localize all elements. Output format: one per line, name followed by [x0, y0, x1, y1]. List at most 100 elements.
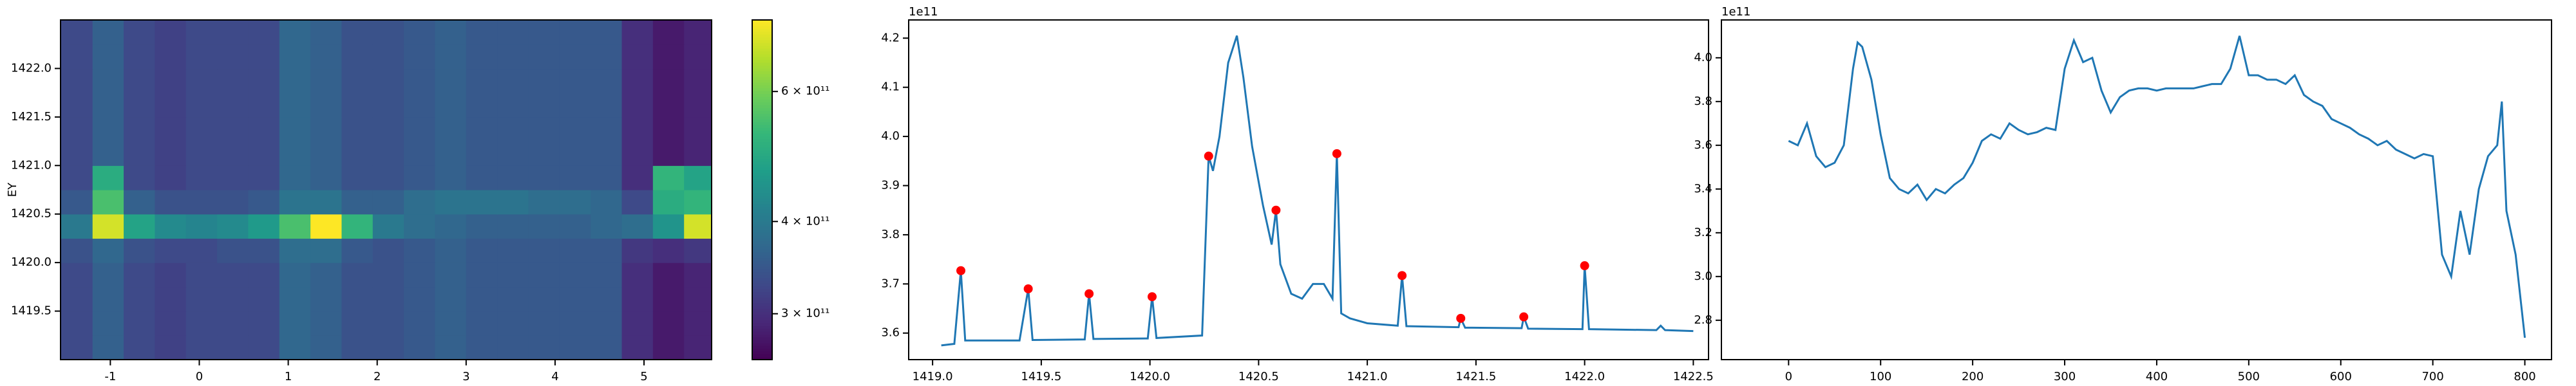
heatmap-cell	[466, 20, 498, 45]
heatmap-cell	[124, 311, 156, 336]
y-tick-label: 3.6	[881, 326, 900, 340]
heatmap-cell	[185, 335, 218, 360]
heatmap-cell	[559, 311, 591, 336]
heatmap-cell	[61, 190, 93, 215]
colorbar-step	[752, 57, 772, 60]
colorbar-step	[752, 138, 772, 142]
colorbar-tick-label: 6 × 10¹¹	[781, 84, 829, 98]
colorbar-step	[752, 71, 772, 75]
colorbar-step	[752, 187, 772, 190]
colorbar-step	[752, 176, 772, 179]
heatmap-cell	[61, 262, 93, 288]
colorbar-step	[752, 161, 772, 165]
colorbar-step	[752, 133, 772, 136]
heatmap-cell	[124, 141, 156, 166]
heatmap-cell	[466, 68, 498, 93]
heatmap-cell	[372, 116, 404, 142]
heatmap-cell	[466, 93, 498, 118]
heatmap-cell	[591, 165, 623, 190]
heatmap-cell	[621, 311, 654, 336]
heatmap-cell	[435, 311, 467, 336]
heatmap-cell	[341, 190, 374, 215]
heatmap-cell	[591, 116, 623, 142]
heatmap-cell	[341, 116, 374, 142]
colorbar-step	[752, 334, 772, 338]
heatmap-cell	[310, 238, 343, 263]
colorbar-step	[752, 77, 772, 80]
y-axis-label: EY	[6, 182, 19, 197]
heatmap-cell	[435, 335, 467, 360]
colorbar-step	[752, 198, 772, 202]
heatmap-cell	[591, 141, 623, 166]
heatmap-cell	[559, 165, 591, 190]
heatmap-cell	[61, 20, 93, 45]
heatmap-cell	[652, 262, 685, 288]
heatmap-cell	[61, 116, 93, 142]
heatmap-cell	[341, 286, 374, 312]
colorbar-step	[752, 59, 772, 63]
heatmap-cell	[466, 286, 498, 312]
heatmap-cell	[435, 165, 467, 190]
heatmap-cell	[248, 238, 280, 263]
heatmap-cell	[248, 165, 280, 190]
peak-marker	[1148, 292, 1157, 302]
colorbar-step	[752, 269, 772, 273]
heatmap-cell	[466, 190, 498, 215]
heatmap-cell	[528, 214, 560, 239]
heatmap-cell	[559, 238, 591, 263]
colorbar-step	[752, 331, 772, 335]
heatmap-cell	[652, 190, 685, 215]
x-tick-label: 1419.5	[1021, 370, 1061, 383]
heatmap-cell	[155, 20, 187, 45]
heatmap-cell	[248, 335, 280, 360]
data-line	[1788, 35, 2526, 338]
heatmap-cell	[684, 68, 712, 93]
colorbar-tick-label: 4 × 10¹¹	[781, 214, 829, 228]
peak-marker	[1397, 271, 1407, 280]
heatmap-cell	[372, 165, 404, 190]
colorbar-step	[752, 116, 772, 120]
y-tick-label: 1419.5	[11, 304, 52, 318]
heatmap-cell	[155, 335, 187, 360]
y-tick-label: 3.0	[1694, 270, 1712, 283]
heatmap-cell	[310, 44, 343, 69]
heatmap-cell	[684, 44, 712, 69]
colorbar-step	[752, 53, 772, 57]
colorbar-step	[752, 172, 772, 176]
colorbar-step	[752, 356, 772, 360]
colorbar-step	[752, 195, 772, 199]
heatmap-cell	[279, 311, 311, 336]
heatmap-cell	[652, 20, 685, 45]
heatmap-cell	[435, 116, 467, 142]
heatmap-cell	[404, 44, 436, 69]
heatmap-cell	[497, 335, 529, 360]
heatmap-cell	[217, 141, 249, 166]
colorbar-step	[752, 136, 772, 140]
colorbar-step	[752, 261, 772, 264]
colorbar-step	[752, 252, 772, 255]
heatmap-cell	[684, 238, 712, 263]
heatmap-cell	[185, 214, 218, 239]
heatmap-cell	[92, 116, 124, 142]
colorbar-step	[752, 113, 772, 117]
heatmap-cell	[652, 44, 685, 69]
colorbar-step	[752, 322, 772, 326]
heatmap-cell	[310, 214, 343, 239]
heatmap-cell	[155, 214, 187, 239]
heatmap-cell	[217, 116, 249, 142]
heatmap-cell	[372, 238, 404, 263]
peak-marker	[1519, 312, 1529, 322]
colorbar-step	[752, 255, 772, 259]
heatmap-cell	[92, 93, 124, 118]
colorbar-step	[752, 158, 772, 162]
heatmap-cell	[92, 335, 124, 360]
colorbar-step	[752, 181, 772, 185]
colorbar-step	[752, 348, 772, 352]
y-tick-label: 3.9	[881, 179, 900, 192]
heatmap-cell	[497, 238, 529, 263]
heatmap-cell	[92, 20, 124, 45]
heatmap-cell	[528, 286, 560, 312]
heatmap-cell	[310, 68, 343, 93]
heatmap-cell	[497, 68, 529, 93]
